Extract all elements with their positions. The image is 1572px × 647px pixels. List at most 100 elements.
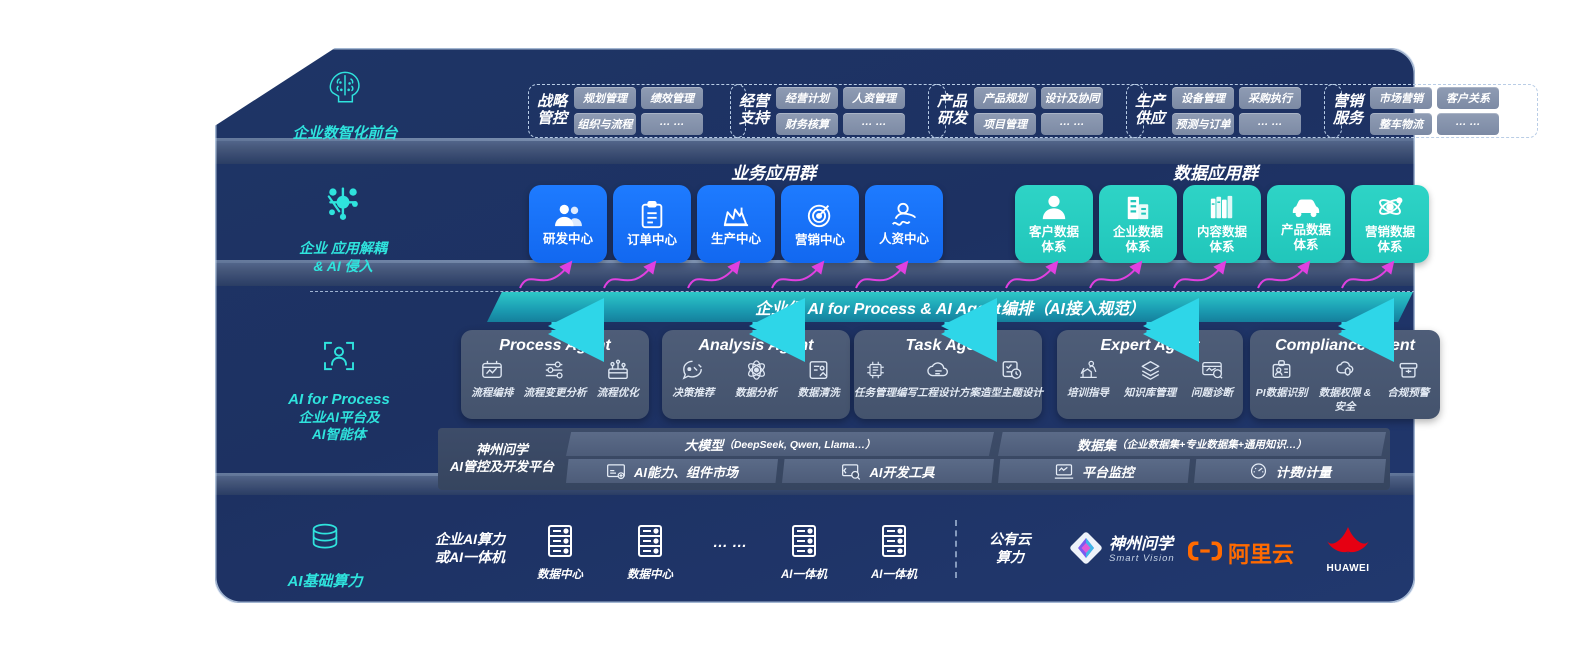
business-app-card-4[interactable]: 人资中心 [865, 185, 943, 263]
agent-capability[interactable]: 流程变更分析 [524, 359, 587, 400]
domain-pill[interactable]: … … [1041, 113, 1104, 135]
infra-node-1[interactable]: 数据中心 [522, 524, 598, 582]
agent-card-4[interactable]: Compliance Agent PI数据识别 数据权限 & 安全 合规预警 [1250, 330, 1440, 419]
agent-capability[interactable]: 编写工程设计方案 [896, 359, 980, 400]
data-app-card-0[interactable]: 客户数据 体系 [1015, 185, 1093, 263]
vendor-huawei[interactable]: HUAWEI [1318, 526, 1378, 574]
domain-pill[interactable]: 绩效管理 [641, 87, 704, 109]
agent-title: Task Agent [905, 337, 991, 354]
domain-name-line2: 支持 [739, 110, 770, 127]
data-app-label-line2: 体系 [1041, 240, 1067, 254]
data-app-label-line1: 企业数据 [1112, 224, 1163, 239]
domain-box-0: 战略 管控 规划管理 绩效管理 组织与流程… … [528, 84, 746, 138]
rail-tier3-label-line2: 企业AI平台及 [298, 409, 380, 425]
data-app-label-line1: 内容数据 [1196, 224, 1247, 239]
agent-capability[interactable]: 决策推荐 [662, 359, 725, 400]
agent-card-0[interactable]: Process Agent 流程编排 流程变更分析 流程优化 [461, 330, 649, 419]
business-app-card-2[interactable]: 生产中心 [697, 185, 775, 263]
infra-node-5[interactable]: AI一体机 [856, 524, 932, 582]
data-app-card-2[interactable]: 内容数据 体系 [1183, 185, 1261, 263]
agent-capability[interactable]: 合规预警 [1377, 359, 1440, 413]
agent-card-3[interactable]: Expert Agent 培训指导 知识库管理 问题诊断 [1057, 330, 1243, 419]
domain-pill-group: 产品规划 设计及协同 项目管理… … [974, 87, 1104, 135]
agent-capability[interactable]: 数据分析 [725, 359, 788, 400]
agent-capability[interactable]: 流程编排 [461, 359, 524, 400]
vendor-aliyun[interactable]: 阿里云 [1188, 537, 1294, 569]
optimize-icon [606, 359, 630, 386]
domain-pill[interactable]: 设备管理 [1172, 87, 1235, 109]
agent-capability[interactable]: 数据权限 & 安全 [1313, 359, 1376, 413]
platform-ai-capability-market-bar[interactable]: AI能力、组件市场 [566, 459, 778, 483]
layers-icon [1139, 359, 1162, 386]
agent-capability-label: PI数据识别 [1255, 387, 1308, 399]
domain-pill[interactable]: … … [1239, 113, 1302, 135]
car-icon [1290, 195, 1322, 219]
domain-pill[interactable]: … … [843, 113, 906, 135]
domain-pill[interactable]: 客户关系 [1437, 87, 1500, 109]
agent-card-1[interactable]: Analysis Agent 决策推荐 数据分析 数据清洗 [662, 330, 850, 419]
shield-cloud-icon [1333, 359, 1356, 386]
agent-capability[interactable]: 流程优化 [587, 359, 650, 400]
business-app-card-3[interactable]: 营销中心 [781, 185, 859, 263]
business-app-card-1[interactable]: 订单中心 [613, 185, 691, 263]
business-app-label: 生产中心 [710, 231, 761, 246]
domain-name-line2: 服务 [1333, 110, 1364, 127]
domain-name-line1: 经营 [739, 93, 770, 111]
data-app-card-3[interactable]: 产品数据 体系 [1267, 185, 1345, 263]
data-app-card-1[interactable]: 企业数据 体系 [1099, 185, 1177, 263]
server-rack-icon [879, 525, 909, 562]
agent-card-2[interactable]: Task Agent 任务管理 编写工程设计方案 造型主题设计 [854, 330, 1043, 419]
infra-node-4[interactable]: AI一体机 [766, 524, 842, 582]
domain-pill[interactable]: 规划管理 [574, 87, 637, 109]
agent-capability[interactable]: 知识库管理 [1119, 359, 1181, 400]
agent-capability[interactable]: 数据清洗 [787, 359, 850, 400]
server-rack-icon [789, 525, 819, 562]
domain-pill[interactable]: 整车物流 [1370, 113, 1433, 135]
server-rack-icon [635, 525, 665, 562]
domain-pill[interactable]: 组织与流程 [574, 113, 637, 135]
agent-capability[interactable]: PI数据识别 [1250, 359, 1313, 413]
cloud-doc-icon [926, 359, 950, 386]
domain-pill[interactable]: 经营计划 [776, 87, 839, 109]
data-app-label-line2: 体系 [1209, 239, 1235, 254]
user-profile-icon [1040, 193, 1068, 221]
data-app-label-line1: 产品数据 [1280, 223, 1331, 238]
domain-name-0: 战略 管控 [537, 93, 567, 128]
domain-pill[interactable]: 采购执行 [1239, 87, 1302, 109]
platform-right-column: 数据集 （企业数据集+专业数据集+通用知识…） 平台监控 [998, 428, 1390, 490]
business-app-card-0[interactable]: 研发中心 [529, 185, 607, 263]
business-group-title: 业务应用群 [731, 164, 816, 183]
agent-capability[interactable]: 培训指导 [1057, 359, 1119, 400]
domain-pill[interactable]: … … [641, 113, 704, 135]
platform-monitor-bar[interactable]: 平台监控 [998, 459, 1190, 483]
domain-pill[interactable]: 财务核算 [776, 113, 839, 135]
database-icon [230, 516, 420, 564]
agent-capability[interactable]: 问题诊断 [1181, 359, 1243, 400]
platform-billing-bar[interactable]: 计费/计量 [1194, 459, 1386, 483]
data-app-label-line2: 体系 [1293, 238, 1319, 252]
domain-name-2: 产品 研发 [937, 93, 967, 128]
domain-pill[interactable]: 预测与订单 [1172, 113, 1235, 135]
infra-node-2[interactable]: 数据中心 [612, 524, 688, 582]
domain-pill[interactable]: 人资管理 [843, 87, 906, 109]
domain-pill[interactable]: … … [1437, 113, 1500, 135]
data-app-label-line2: 体系 [1125, 239, 1151, 254]
infra-node-label: AI一体机 [781, 569, 827, 581]
agent-capability-label: 流程变更分析 [523, 387, 587, 399]
platform-models-bar[interactable]: 大模型 （DeepSeek, Qwen, Llama…） [566, 432, 994, 456]
platform-dev-tool-bar[interactable]: AI开发工具 [782, 459, 994, 483]
books-icon [1208, 194, 1236, 221]
domain-pill[interactable]: 市场营销 [1370, 87, 1433, 109]
domain-pill[interactable]: 项目管理 [974, 113, 1037, 135]
agent-capability[interactable]: 造型主题设计 [980, 359, 1043, 400]
data-app-card-4[interactable]: 营销数据 体系 [1351, 185, 1429, 263]
agent-capability[interactable]: 任务管理 [854, 359, 896, 400]
domain-pill[interactable]: 产品规划 [974, 87, 1037, 109]
vendor-shenzhou[interactable]: 神州问学 Smart Vision [1068, 530, 1175, 571]
infra-node-label: 数据中心 [537, 569, 583, 581]
domain-pill[interactable]: 设计及协同 [1041, 87, 1104, 109]
diagnose-icon [1200, 359, 1224, 386]
sliders-icon [543, 359, 567, 386]
design-check-icon [1000, 359, 1023, 386]
platform-dataset-bar[interactable]: 数据集 （企业数据集+专业数据集+通用知识…） [998, 432, 1386, 456]
